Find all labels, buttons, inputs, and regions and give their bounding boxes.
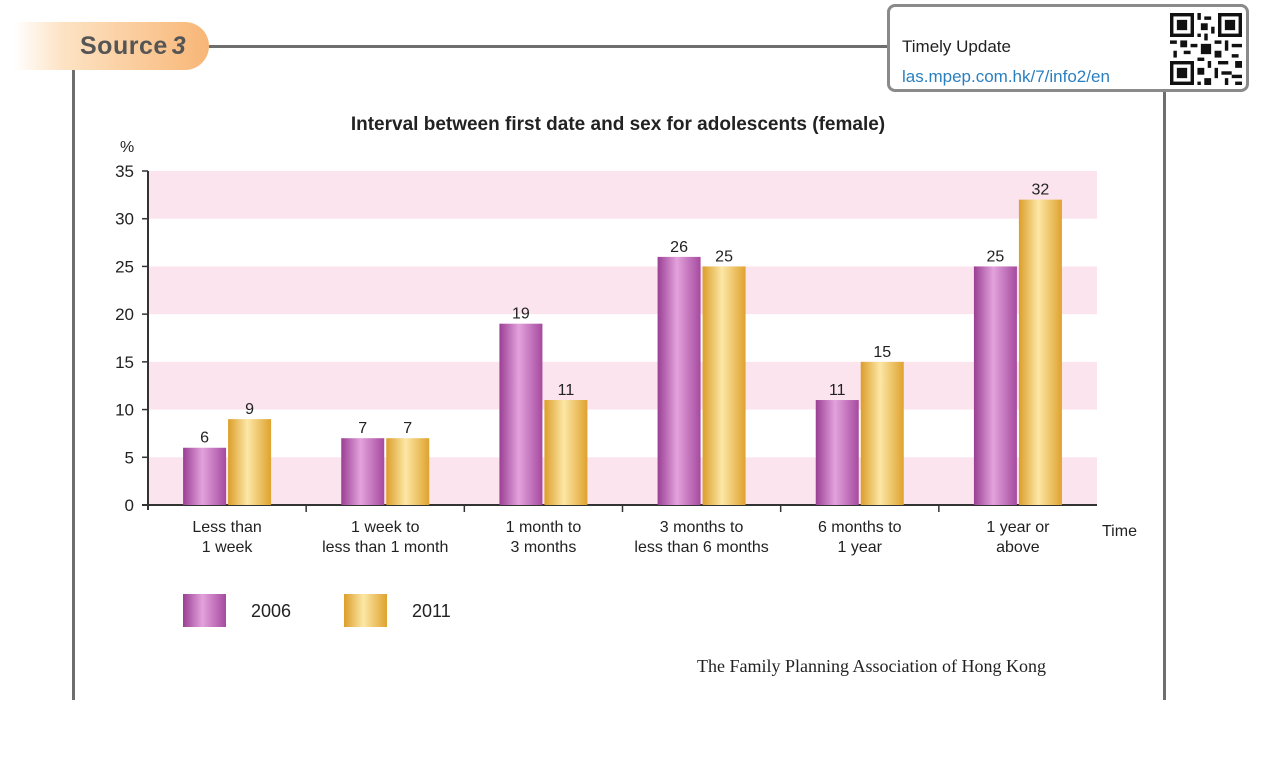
legend-label: 2006: [251, 601, 291, 621]
x-tick-label: 3 months to less than 6 months: [634, 519, 768, 556]
y-tick-label: 35: [115, 162, 134, 181]
x-tick-label: 1 month to 3 months: [506, 519, 582, 556]
y-tick-label: 25: [115, 257, 134, 276]
legend-label: 2011: [412, 601, 451, 621]
timely-update-box[interactable]: Timely Update las.mpep.com.hk/7/info2/en: [887, 4, 1249, 92]
qr-code-icon[interactable]: [1170, 13, 1242, 85]
bar-2006: [657, 256, 701, 505]
x-tick-label: 6 months to 1 year: [818, 519, 902, 556]
bar-2011: [1018, 199, 1062, 505]
data-label: 15: [873, 344, 891, 361]
legend: 2006 2011: [183, 594, 451, 627]
bar-2006: [499, 323, 543, 505]
bar-2011: [228, 419, 272, 505]
data-label: 11: [829, 382, 846, 399]
timely-update-label: Timely Update: [902, 37, 1011, 56]
legend-swatch-2006: [183, 594, 226, 627]
grid-band: [148, 171, 1097, 219]
bar-2011: [702, 266, 746, 505]
grid-band: [148, 266, 1097, 315]
right-rule: [1163, 92, 1166, 700]
top-rule: [209, 45, 887, 48]
source-tab: [14, 22, 209, 70]
bar-2006: [815, 400, 859, 505]
x-tick-label: 1 week to less than 1 month: [322, 519, 448, 556]
y-tick-label: 15: [115, 353, 134, 372]
data-label: 25: [715, 248, 733, 265]
y-tick-label: 0: [125, 496, 134, 515]
y-tick-label: 10: [115, 401, 134, 420]
bar-2011: [860, 361, 904, 505]
data-label: 7: [403, 420, 412, 437]
bar-2011: [544, 400, 588, 505]
bar-2011: [386, 438, 430, 505]
timely-update-link[interactable]: las.mpep.com.hk/7/info2/en: [902, 67, 1110, 86]
bar-2006: [341, 438, 385, 505]
source-label: Source 3: [80, 32, 187, 60]
data-label: 11: [558, 382, 575, 399]
source-credit: The Family Planning Association of Hong …: [697, 656, 1046, 676]
data-label: 6: [200, 430, 209, 447]
y-tick-label: 30: [115, 210, 134, 229]
grid-band: [148, 457, 1097, 505]
y-axis-label: %: [120, 139, 134, 156]
y-tick-label: 20: [115, 305, 134, 324]
chart-title: Interval between first date and sex for …: [351, 114, 885, 135]
x-tick-label: 1 year or above: [986, 519, 1050, 556]
grid-band: [148, 361, 1097, 410]
x-axis-label: Time: [1102, 523, 1137, 540]
bar-2006: [973, 266, 1017, 505]
left-rule: [72, 70, 75, 700]
bar-2006: [183, 447, 227, 505]
data-label: 19: [512, 306, 530, 323]
data-label: 26: [670, 239, 688, 256]
legend-swatch-2011: [344, 594, 387, 627]
data-label: 25: [987, 248, 1005, 265]
y-tick-label: 5: [125, 448, 134, 467]
x-tick-label: Less than 1 week: [192, 519, 261, 556]
data-label: 7: [358, 420, 367, 437]
data-label: 9: [245, 401, 254, 418]
data-label: 32: [1032, 182, 1050, 199]
